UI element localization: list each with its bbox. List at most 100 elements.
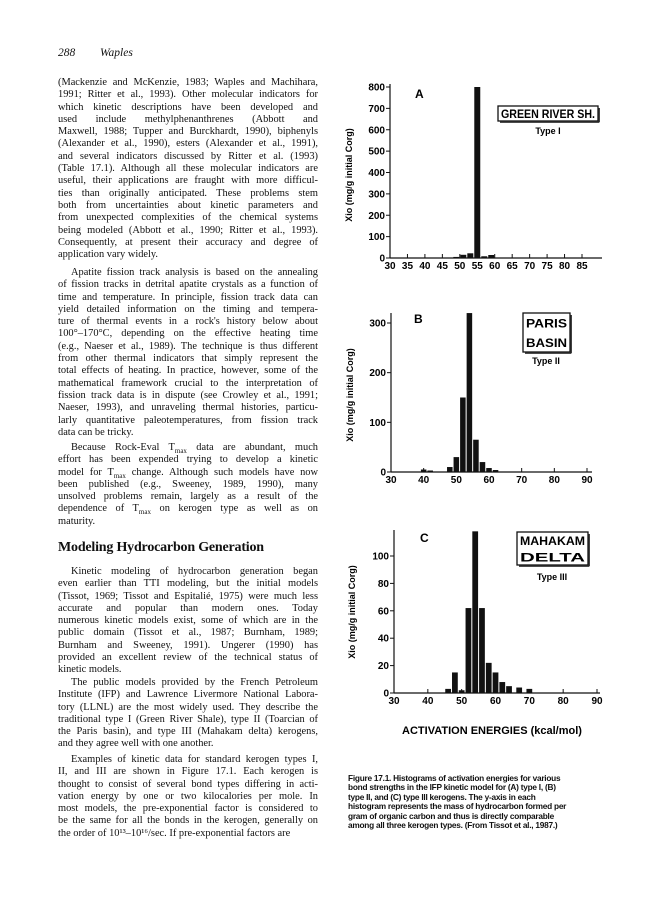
y-axis-label: Xio (mg/g initial Corg) (345, 348, 355, 442)
text-line: The public models provided by the French… (71, 677, 318, 688)
text-line: II, and III are shown in Figure 17.1. Ea… (58, 766, 318, 778)
x-axis-label: ACTIVATION ENERGIES (kcal/mol) (402, 725, 582, 737)
caption-line: among all three kerogen types. (From Tis… (348, 819, 558, 830)
text-line: Consequently, at present their accuracy … (58, 236, 318, 248)
x-tick-label: 50 (451, 475, 463, 486)
y-tick-label: 500 (368, 147, 385, 158)
caption-line: histogram represents the mass of hydroca… (348, 801, 567, 812)
histogram-bar (479, 608, 485, 693)
text-line: dependence of Tmax on kerogen type as we… (58, 503, 318, 517)
text-line: both from uncertainties about kinetic pa… (58, 199, 318, 211)
text-line: 1991; Ritter et al., 1993). Other molecu… (58, 89, 318, 101)
text-line: Because Rock-Eval Tmax data are abundant… (71, 442, 319, 456)
paragraph: Examples of kinetic data for standard ke… (58, 754, 318, 840)
text-line: maturity. (58, 515, 96, 527)
x-tick-label: 60 (483, 475, 495, 486)
text-line: ties than originally anticipated. These … (58, 187, 318, 199)
x-tick-label: 90 (591, 696, 603, 707)
text-line: Kinetic modeling of hydrocarbon generati… (71, 566, 318, 577)
text-line: been published (e.g., Sweeney, 1989, 199… (58, 478, 318, 490)
x-tick-label: 55 (472, 261, 484, 272)
text-line: data can be tricky. (58, 426, 134, 438)
legend-box (497, 105, 599, 122)
x-tick-label: 70 (516, 475, 528, 486)
text-line: unsolved problems remain, largely as a r… (58, 491, 318, 503)
legend-label: PARIS (526, 316, 567, 330)
text-line: and they agree well with one another. (58, 738, 214, 750)
text-line: (e.g., Naeser et al., 1989). The techniq… (58, 340, 318, 352)
text-line: (Tissot, 1969; Tissot and Espitalié, 197… (58, 590, 318, 602)
paragraph: The public models provided by the French… (58, 677, 318, 751)
y-tick-label: 80 (378, 579, 390, 590)
histogram-bar (427, 470, 433, 472)
x-tick-label: 85 (576, 261, 588, 272)
panel-letter: A (415, 87, 424, 101)
paragraph: Because Rock-Eval Tmax data are abundant… (58, 442, 318, 528)
y-tick-label: 20 (378, 661, 390, 672)
panel-letter: B (414, 312, 423, 326)
caption-line: gram of organic carbon and thus is direc… (348, 810, 554, 821)
histogram-bar (460, 397, 466, 472)
text-line: the order of 10¹³–10¹⁶/sec. If pre-expon… (58, 827, 291, 839)
y-tick-label: 100 (372, 552, 389, 563)
section-heading: Modeling Hydrocarbon Generation (58, 540, 264, 555)
histogram-bar (472, 531, 479, 693)
y-tick-label: 0 (383, 689, 389, 700)
histogram-bar (467, 253, 474, 258)
histogram-bar (485, 662, 492, 693)
histogram-bar (492, 672, 499, 693)
panel-letter: C (420, 531, 429, 545)
caption-line: type II, and (C) type III kerogens. The … (348, 791, 536, 802)
kerogen-type-label: Type II (532, 356, 560, 366)
x-tick-label: 45 (437, 261, 449, 272)
y-tick-label: 40 (378, 634, 390, 645)
text-line: fission track data is in dispute (see Cr… (58, 389, 318, 401)
histogram-bar (465, 608, 472, 693)
text-line: application vary widely. (58, 249, 159, 261)
x-tick-label: 50 (454, 261, 466, 272)
text-line: vation energy by one or two kilocalories… (58, 790, 318, 802)
y-tick-label: 200 (369, 368, 386, 379)
x-tick-label: 80 (558, 696, 570, 707)
histogram-panel-c: 0 20 40 60 80 100 30 40 50 60 70 80 90 C MAHAKAM DELTA T… (347, 530, 603, 737)
histogram-bar (458, 690, 465, 693)
histogram-bar (486, 468, 492, 472)
y-tick-label: 600 (368, 125, 385, 136)
y-tick-label: 300 (368, 189, 385, 200)
x-tick-label: 75 (542, 261, 554, 272)
text-line: thought to consist of several bond types… (58, 778, 318, 790)
legend-label: GREEN RIVER SH. (501, 107, 595, 121)
histogram-panel-b: 0 100 200 300 30 40 50 60 70 80 90 B PARIS BASIN Type … (345, 312, 593, 486)
histogram-bar (492, 470, 499, 472)
legend-box (522, 312, 571, 353)
text-line: ture of thermal events in a rock's histo… (58, 316, 318, 328)
x-tick-label: 40 (419, 261, 431, 272)
y-tick-label: 0 (379, 254, 385, 265)
caption-line: Figure 17.1. Histograms of activation en… (348, 773, 561, 783)
y-tick-label: 200 (368, 211, 385, 222)
paragraph: Kinetic modeling of hydrocarbon generati… (58, 566, 318, 677)
text-line: Burnham and Sweeney, 1991). Ungerer (199… (58, 639, 318, 651)
text-line: public domain (Tissot et al., 1987; Burn… (58, 627, 318, 639)
x-tick-label: 65 (507, 261, 519, 272)
x-tick-label: 30 (384, 261, 396, 272)
text-line: mathematical framework crucial to the in… (58, 377, 318, 389)
text-line: Institute (IFP) and Lawrence Livermore N… (58, 689, 318, 701)
text-line: larly quantitative paleotemperatures, fr… (58, 414, 318, 426)
text-line: Naeser, 1993), and unraveling thermal hi… (58, 402, 318, 414)
x-tick-label: 30 (385, 475, 397, 486)
text-line: (Alexander et al., 1990), esters (Alexan… (58, 138, 318, 150)
y-tick-label: 400 (368, 168, 385, 179)
histogram-bar (466, 313, 473, 472)
histogram-bar (479, 462, 486, 472)
text-line: most models, the pre-exponential factor … (58, 803, 318, 815)
x-tick-label: 35 (402, 261, 414, 272)
text-line: the Paris basin), and type III (Mahakam … (58, 726, 318, 738)
histogram-bar (420, 469, 427, 472)
histogram-bar (452, 672, 458, 693)
text-line: being modeled (Abbott et al., 1990; Ritt… (58, 224, 318, 236)
x-tick-label: 70 (524, 261, 536, 272)
histogram-bar (453, 457, 460, 472)
histogram-bar (516, 687, 523, 693)
y-tick-label: 100 (369, 418, 386, 429)
